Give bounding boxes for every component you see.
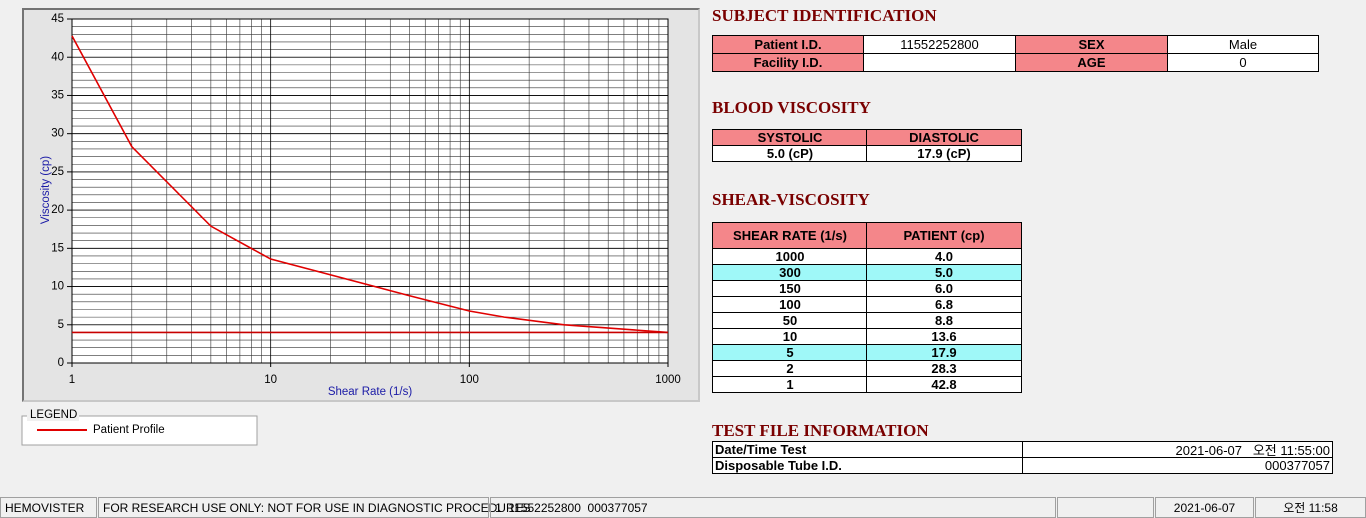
section-title: SUBJECT IDENTIFICATION: [712, 6, 937, 25]
y-axis-label: Viscosity (cp): [40, 156, 52, 224]
field-label: Facility I.D.: [712, 53, 864, 72]
patient-value: 4.0: [866, 248, 1022, 265]
patient-value: 42.8: [866, 376, 1022, 393]
field-value: Male: [1167, 35, 1319, 54]
x-tick-label: 10: [264, 374, 277, 386]
chart: 1 10 100 1000 0 5 10 15 20 25 30 35 40 45 Shear Rate (…: [21, 13, 681, 446]
y-tick-label: 15: [51, 242, 64, 254]
plot-border: [71, 18, 669, 364]
field-label: Disposable Tube I.D.: [712, 457, 1023, 474]
column-header: SHEAR RATE (1/s): [712, 222, 868, 249]
x-axis-label: Shear Rate (1/s): [328, 386, 413, 398]
y-tick-label: 25: [51, 166, 64, 178]
section-title: BLOOD VISCOSITY: [712, 98, 871, 117]
patient-value: 17.9: [866, 344, 1022, 361]
y-tick-label: 0: [58, 357, 64, 369]
y-tick-label: 30: [51, 128, 64, 140]
patient-value: 6.8: [866, 296, 1022, 313]
y-tick-label: 35: [51, 89, 64, 101]
patient-value: 28.3: [866, 360, 1022, 377]
field-value: 2021-06-07 오전 11:55:00: [1022, 441, 1333, 458]
field-label: AGE: [1015, 53, 1168, 72]
field-value: 000377057: [1022, 457, 1333, 474]
shear-rate: 50: [712, 312, 868, 329]
x-tick-label: 1000: [655, 374, 681, 386]
field-label: SEX: [1015, 35, 1168, 54]
patient-value: 13.6: [866, 328, 1022, 345]
status-text: 오전 11:58: [1255, 497, 1366, 518]
series-line: [71, 35, 669, 334]
status-text: 2021-06-07: [1155, 497, 1254, 518]
y-tick-label: 45: [51, 13, 64, 25]
viscosity-value: 17.9 (cP): [866, 145, 1022, 162]
patient-value: 5.0: [866, 264, 1022, 281]
shear-rate: 5: [712, 344, 868, 361]
legend-title: LEGEND: [30, 409, 77, 421]
field-value: 11552252800: [863, 35, 1016, 54]
shear-rate: 1: [712, 376, 868, 393]
legend-label: Patient Profile: [93, 424, 165, 436]
shear-rate: 10: [712, 328, 868, 345]
status-text: HEMOVISTER: [0, 497, 97, 518]
column-header: SYSTOLIC: [712, 129, 868, 146]
section-title: SHEAR-VISCOSITY: [712, 190, 870, 209]
patient-value: 8.8: [866, 312, 1022, 329]
shear-rate: 300: [712, 264, 868, 281]
column-header: PATIENT (cp): [866, 222, 1022, 249]
x-tick-label: 100: [460, 374, 479, 386]
y-tick-label: 5: [58, 319, 64, 331]
status-text: FOR RESEARCH USE ONLY: NOT FOR USE IN DI…: [98, 497, 531, 518]
y-tick-label: 20: [51, 204, 64, 216]
shear-rate: 2: [712, 360, 868, 377]
x-tick-label: 1: [69, 374, 75, 386]
y-tick-label: 10: [51, 281, 64, 293]
patient-value: 6.0: [866, 280, 1022, 297]
section-title: TEST FILE INFORMATION: [712, 421, 929, 440]
field-value: [863, 53, 1016, 72]
column-header: DIASTOLIC: [866, 129, 1022, 146]
shear-rate: 1000: [712, 248, 868, 265]
field-value: 0: [1167, 53, 1319, 72]
shear-rate: 150: [712, 280, 868, 297]
shear-rate: 100: [712, 296, 868, 313]
y-tick-label: 40: [51, 51, 64, 63]
field-label: Patient I.D.: [712, 35, 864, 54]
viscosity-value: 5.0 (cP): [712, 145, 868, 162]
status-segment: [1057, 497, 1154, 518]
status-text: 1 11552252800 000377057: [490, 497, 1056, 518]
field-label: Date/Time Test: [712, 441, 1023, 458]
legend-title-bg: [27, 409, 79, 421]
plot-area: [72, 19, 668, 363]
